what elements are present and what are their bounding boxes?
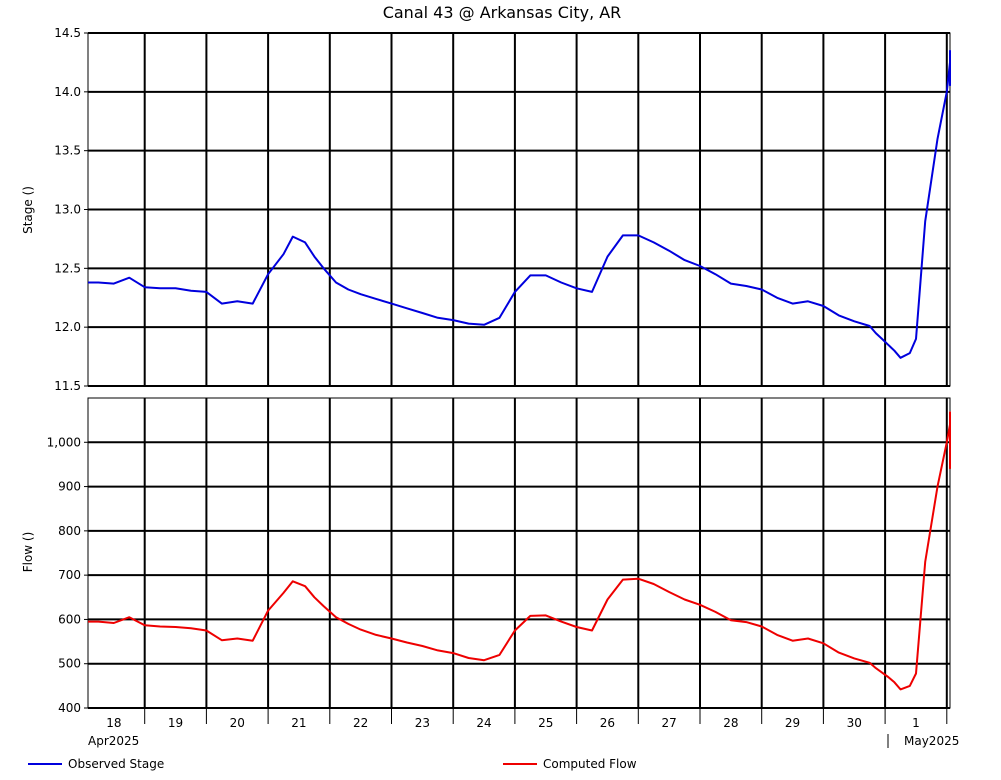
x-tick-label: 27 — [662, 716, 677, 730]
x-tick-label: 21 — [291, 716, 306, 730]
x-tick-label: 30 — [847, 716, 862, 730]
x-tick-label: 20 — [230, 716, 245, 730]
y-tick-label: 900 — [58, 480, 81, 494]
x-tick-label: 24 — [476, 716, 491, 730]
y-tick-label: 11.5 — [54, 379, 81, 393]
y-tick-label: 12.0 — [54, 320, 81, 334]
x-tick-label: 19 — [168, 716, 183, 730]
y-tick-label: 12.5 — [54, 261, 81, 275]
y-tick-label: 600 — [58, 612, 81, 626]
y-tick-label: 1,000 — [47, 435, 81, 449]
plot-frame — [87, 397, 951, 709]
x-tick-label: 22 — [353, 716, 368, 730]
x-axis: 18 19 20 21 22 23 24 25 26 27 28 29 30 1 Apr2025 May202… — [88, 708, 959, 748]
flow-panel: 400 500 600 700 800 900 1,000 — [47, 397, 951, 715]
plot-frame — [87, 32, 951, 387]
stage-panel: 11.5 12.0 12.5 13.0 13.5 14.0 14.5 — [54, 26, 951, 393]
y-tick-label: 14.0 — [54, 85, 81, 99]
x-tick-label: 28 — [723, 716, 738, 730]
series-line-computed-flow — [88, 411, 951, 691]
month-label-may: May2025 — [904, 734, 959, 748]
y-tick-label: 800 — [58, 524, 81, 538]
flow-axis-label: Flow () — [21, 532, 35, 573]
chart-title: Canal 43 @ Arkansas City, AR — [383, 3, 622, 22]
series-line-observed-stage — [88, 49, 951, 359]
legend-stage-label: Observed Stage — [68, 757, 164, 771]
x-tick-label: 25 — [538, 716, 553, 730]
x-tick-label: 26 — [600, 716, 615, 730]
x-tick-label: 1 — [912, 716, 920, 730]
y-tick-label: 500 — [58, 657, 81, 671]
y-tick-label: 14.5 — [54, 26, 81, 40]
legend-flow-label: Computed Flow — [543, 757, 637, 771]
y-tick-label: 13.0 — [54, 203, 81, 217]
y-tick-label: 700 — [58, 568, 81, 582]
x-tick-label: 29 — [785, 716, 800, 730]
x-tick-label: 23 — [415, 716, 430, 730]
y-tick-label: 13.5 — [54, 144, 81, 158]
x-tick-label: 18 — [106, 716, 121, 730]
stage-axis-label: Stage () — [21, 186, 35, 234]
legend: Observed Stage Computed Flow — [28, 757, 637, 771]
y-tick-label: 400 — [58, 701, 81, 715]
month-label-apr: Apr2025 — [88, 734, 139, 748]
